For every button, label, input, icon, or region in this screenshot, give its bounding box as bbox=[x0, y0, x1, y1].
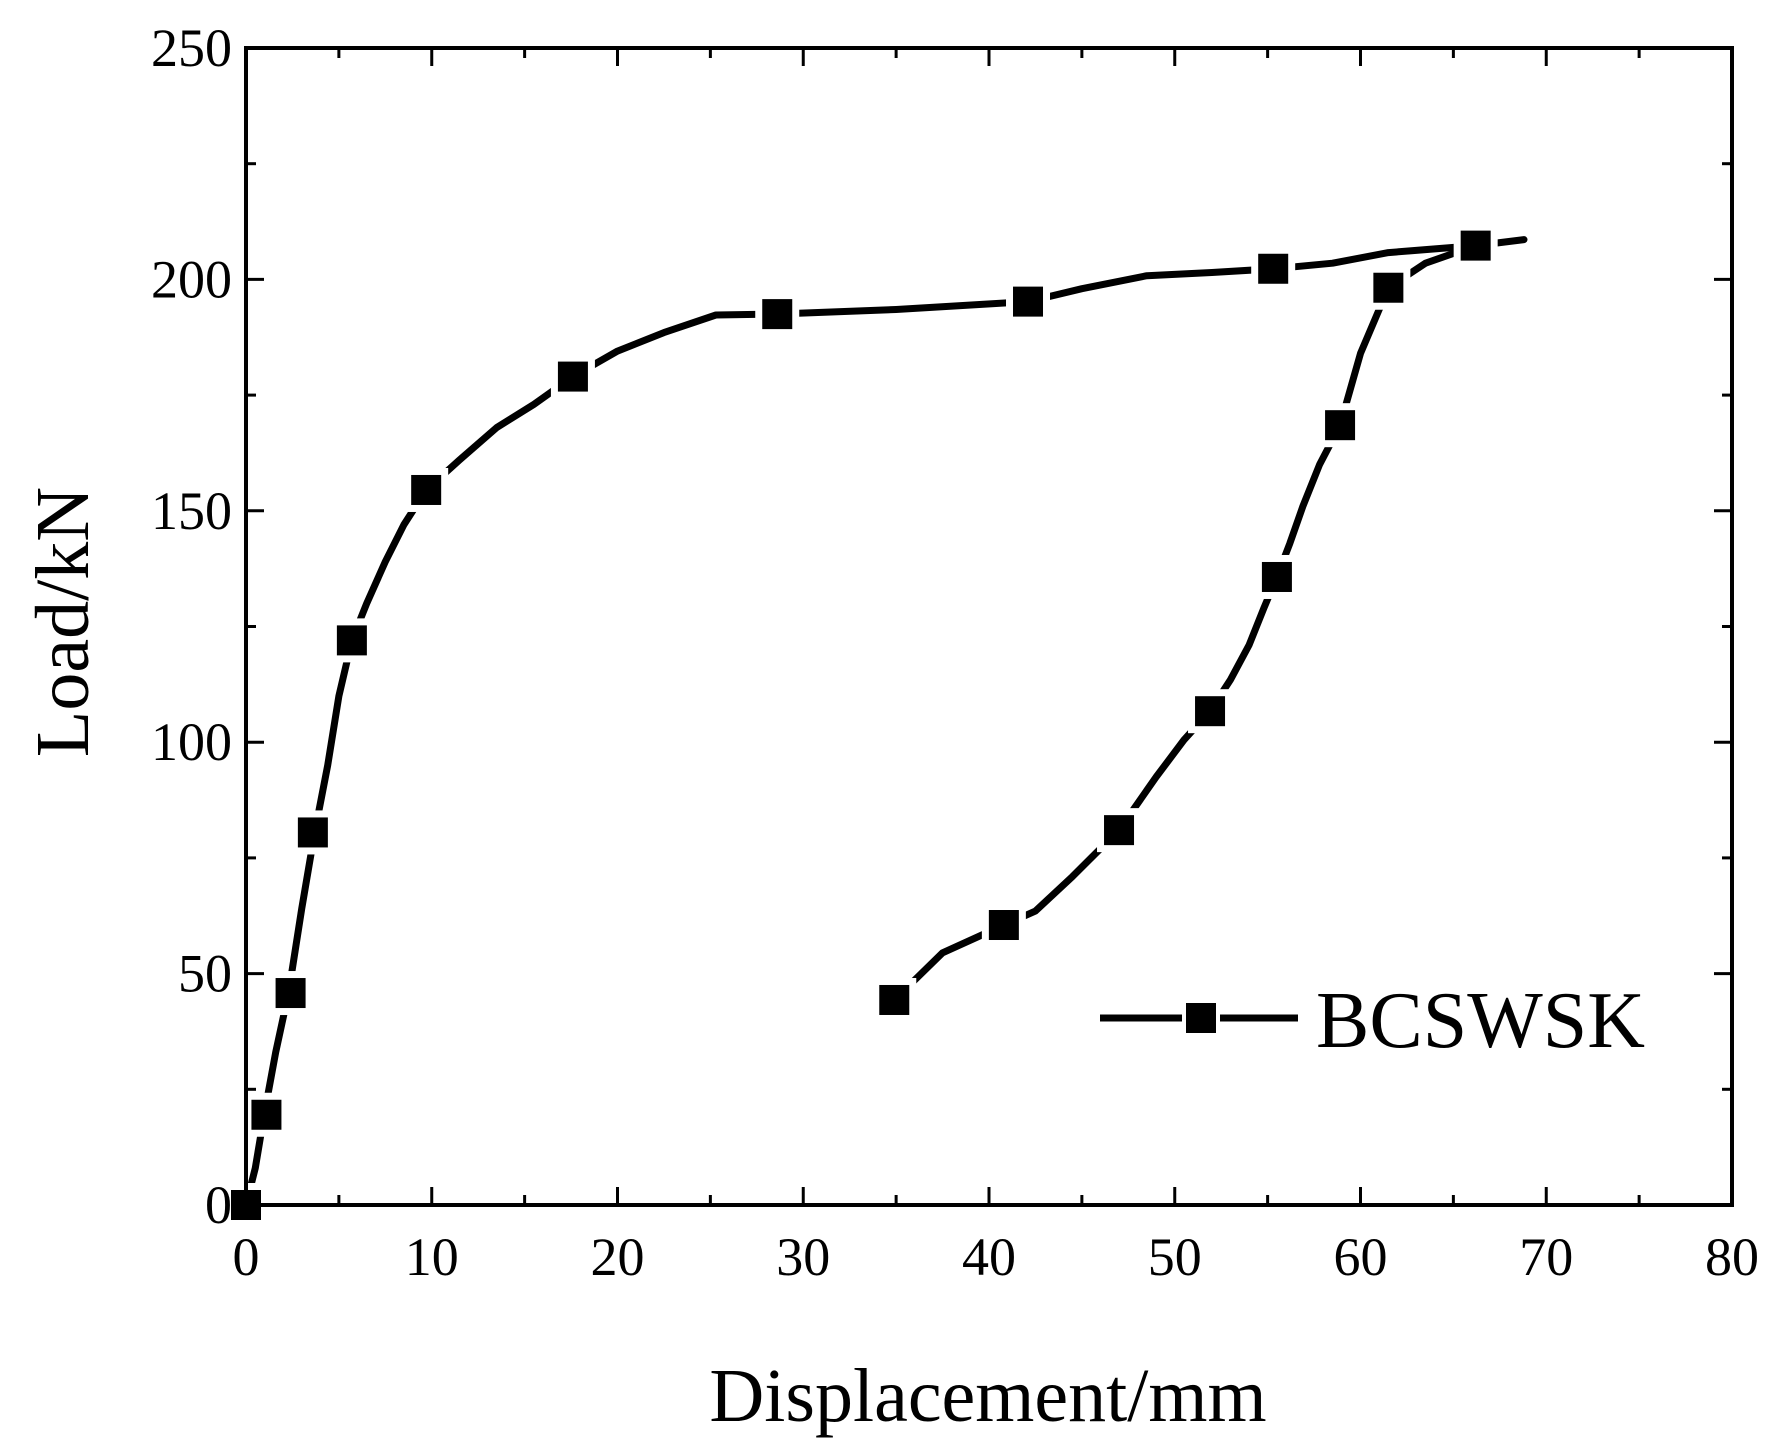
data-point-8 bbox=[1013, 286, 1044, 317]
x-axis-title: Displacement/mm bbox=[709, 1354, 1266, 1438]
y-tick-label-150: 150 bbox=[151, 481, 232, 541]
data-point-12 bbox=[1325, 410, 1356, 441]
x-tick-label-30: 30 bbox=[776, 1227, 830, 1287]
axes-layer: 0 10 20 30 40 50 60 70 80 0 50 100 150 200 250 bbox=[151, 18, 1759, 1287]
data-point-11 bbox=[1373, 272, 1404, 303]
legend-marker bbox=[1186, 1003, 1216, 1033]
data-point-16 bbox=[988, 910, 1019, 941]
series-line-unloading bbox=[890, 242, 1480, 1004]
data-point-2 bbox=[275, 978, 306, 1009]
x-tick-label-0: 0 bbox=[233, 1227, 260, 1287]
x-tick-label-70: 70 bbox=[1519, 1227, 1573, 1287]
x-tick-label-60: 60 bbox=[1334, 1227, 1388, 1287]
data-point-14 bbox=[1195, 696, 1226, 727]
data-point-10 bbox=[1460, 230, 1491, 261]
series-line-loading bbox=[242, 236, 1528, 1209]
legend: BCSWSK bbox=[1100, 977, 1645, 1065]
x-tick-label-50: 50 bbox=[1148, 1227, 1202, 1287]
data-point-3 bbox=[297, 817, 328, 848]
series-layer bbox=[224, 223, 1528, 1227]
y-tick-label-100: 100 bbox=[151, 712, 232, 772]
x-tick-label-80: 80 bbox=[1705, 1227, 1759, 1287]
data-point-7 bbox=[762, 299, 793, 330]
data-point-4 bbox=[336, 625, 367, 656]
data-point-1 bbox=[251, 1099, 282, 1130]
y-axis-title: Load/kN bbox=[21, 487, 105, 757]
x-tick-label-40: 40 bbox=[962, 1227, 1016, 1287]
x-tick-label-10: 10 bbox=[405, 1227, 459, 1287]
y-tick-label-250: 250 bbox=[151, 18, 232, 78]
data-point-5 bbox=[411, 474, 442, 505]
data-point-9 bbox=[1258, 253, 1289, 284]
data-point-6 bbox=[557, 361, 588, 392]
data-point-15 bbox=[1104, 815, 1135, 846]
y-tick-label-200: 200 bbox=[151, 249, 232, 309]
data-point-17 bbox=[879, 984, 910, 1015]
y-tick-label-0: 0 bbox=[205, 1175, 232, 1235]
data-point-13 bbox=[1261, 561, 1292, 592]
x-tick-label-20: 20 bbox=[591, 1227, 645, 1287]
y-tick-label-50: 50 bbox=[178, 944, 232, 1004]
legend-label: BCSWSK bbox=[1316, 977, 1645, 1065]
